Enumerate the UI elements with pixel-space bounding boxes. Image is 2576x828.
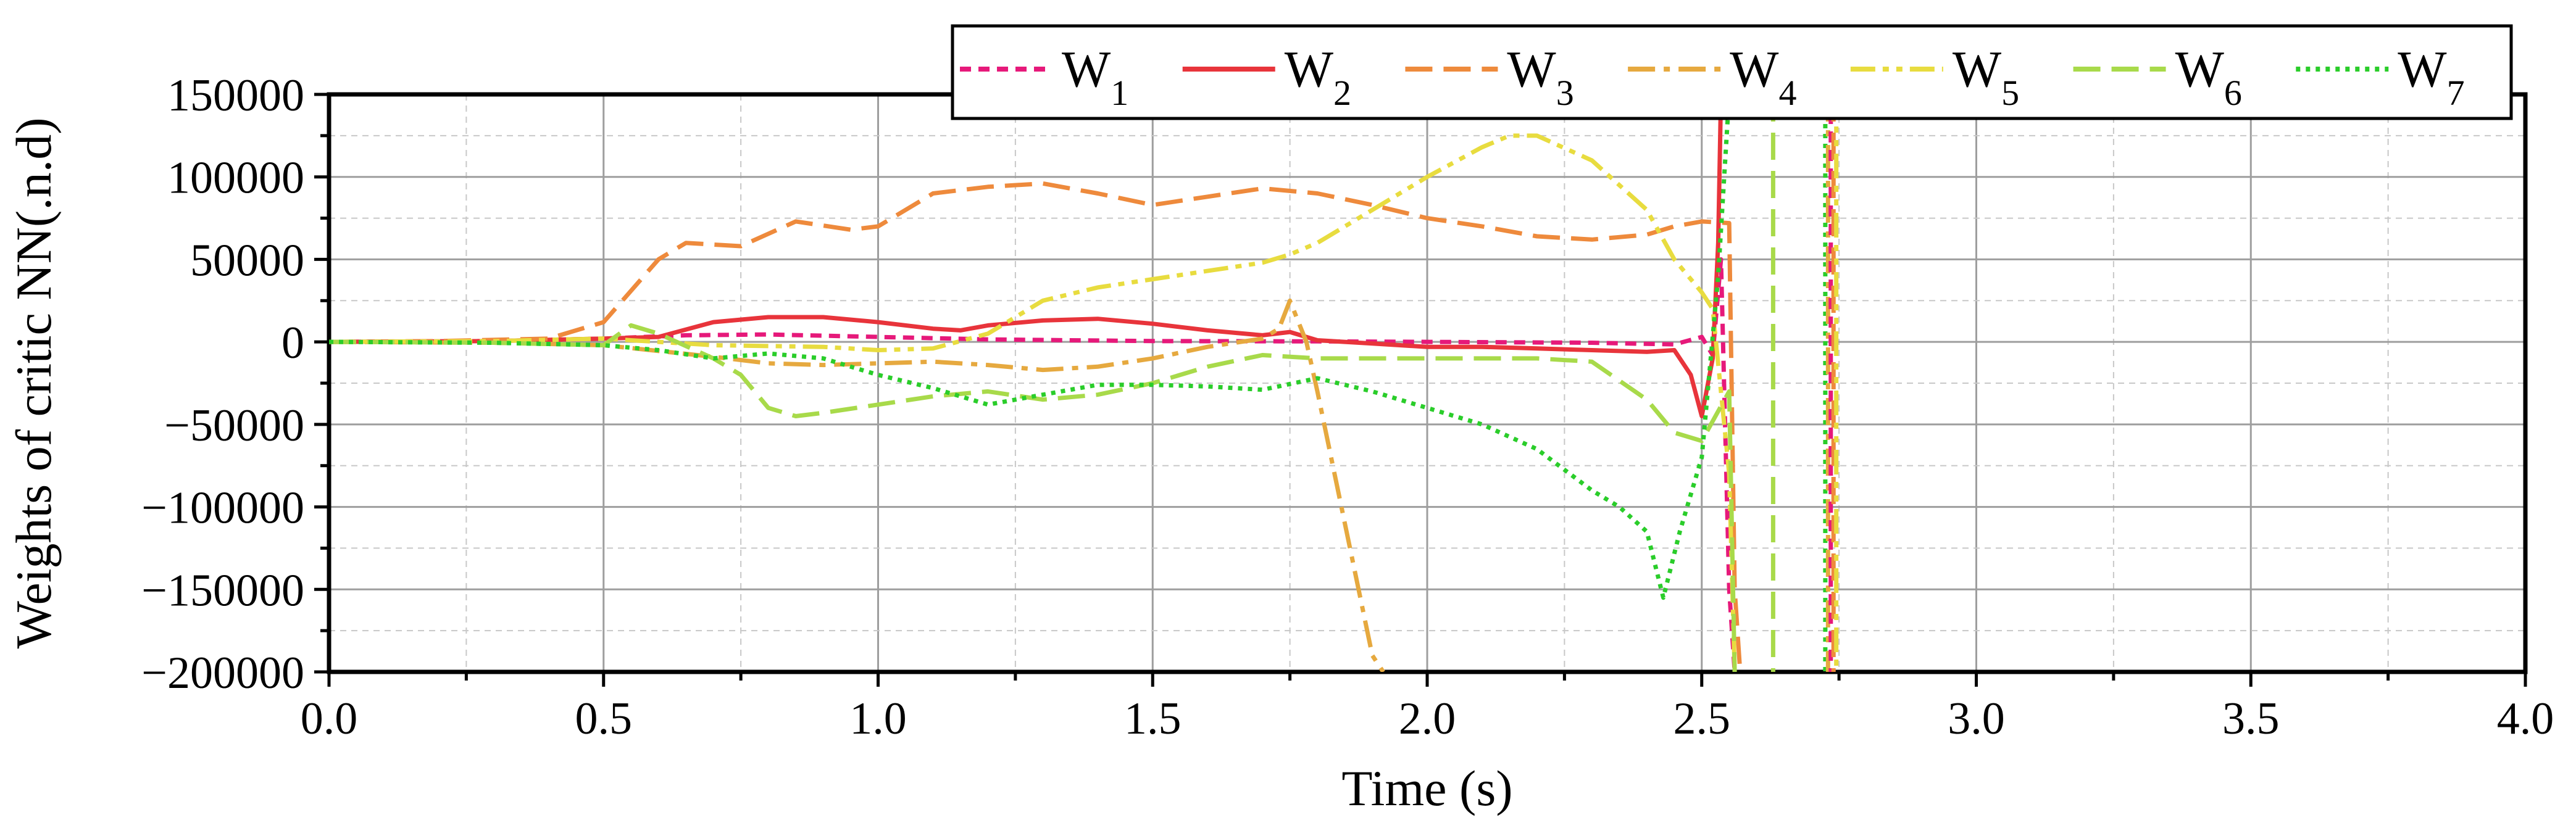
y-tick-label: −100000 [141, 483, 304, 534]
x-tick-label: 3.5 [2222, 693, 2280, 744]
tick-labels: 0.0 0.5 1.0 1.5 2.0 2.5 3.0 3.5 4.01500001000005… [141, 70, 2554, 744]
legend: W1 W2 W3 W4 W5 W6 W7 [951, 24, 2513, 120]
legend-subscript: 4 [1778, 73, 1796, 113]
y-tick-label: 150000 [167, 70, 304, 121]
y-tick-label: −150000 [141, 565, 304, 616]
legend-box [951, 24, 2513, 120]
grid [328, 93, 2527, 673]
series-line-w2 [329, 94, 1724, 418]
series-group [329, 94, 1839, 672]
x-tick-label: 0.0 [301, 693, 358, 744]
y-tick-label: 50000 [190, 235, 304, 286]
legend-subscript: 2 [1333, 73, 1351, 113]
x-tick-label: 1.0 [849, 693, 907, 744]
x-axis-label: Time (s) [1341, 760, 1512, 816]
legend-subscript: 6 [2224, 73, 2242, 113]
x-tick-label: 3.0 [1948, 693, 2005, 744]
y-tick-label: 0 [281, 318, 304, 368]
x-tick-label: 2.5 [1674, 693, 1731, 744]
legend-subscript: 1 [1111, 73, 1128, 113]
legend-subscript: 3 [1556, 73, 1574, 113]
x-tick-label: 4.0 [2497, 693, 2554, 744]
y-tick-label: 100000 [167, 153, 304, 204]
series-line-w5 [329, 133, 1737, 672]
y-tick-label: −200000 [141, 648, 304, 698]
axes [314, 92, 2528, 687]
x-tick-label: 0.5 [575, 693, 633, 744]
x-tick-label: 1.5 [1124, 693, 1182, 744]
series-line-w6 [329, 323, 1737, 672]
legend-subscript: 5 [2001, 73, 2019, 113]
y-tick-label: −50000 [164, 400, 304, 451]
y-axis-label: Weights of critic NN(.n.d) [6, 118, 62, 649]
series-line-w4 [329, 298, 1385, 672]
x-tick-label: 2.0 [1399, 693, 1456, 744]
series-line-w3 [329, 181, 1743, 672]
legend-subscript: 7 [2447, 73, 2465, 113]
